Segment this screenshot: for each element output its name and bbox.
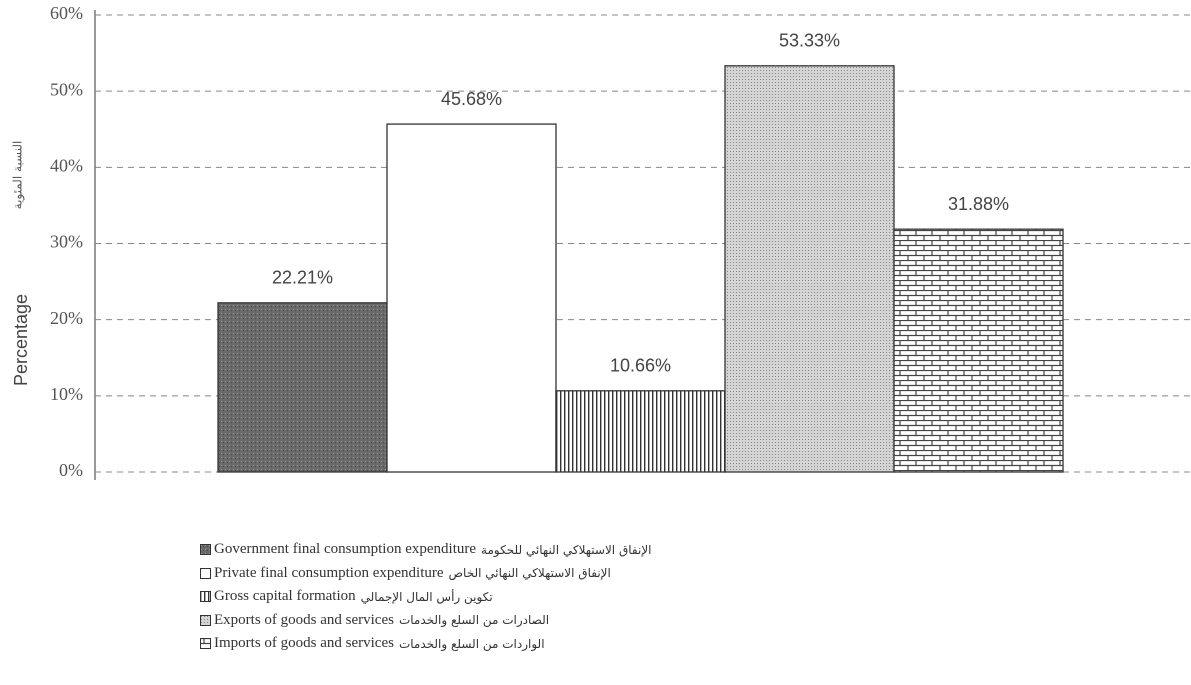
y-tick-label: 20%	[50, 308, 83, 328]
legend-label: Private final consumption expenditure	[214, 564, 444, 581]
y-tick-label: 40%	[50, 155, 83, 175]
legend-label-ar: الواردات من السلع والخدمات	[398, 636, 545, 651]
y-axis-label: Percentage	[11, 294, 31, 386]
legend-swatch-rect	[200, 567, 211, 579]
legend-item: Exports of goods and services الصادرات من…	[200, 609, 652, 633]
value-label: 53.33%	[779, 31, 840, 51]
legend-label-ar: الصادرات من السلع والخدمات	[398, 613, 550, 628]
legend-label-ar: الإنفاق الاستهلاكي النهائي الخاص	[448, 566, 611, 581]
legend-swatch-rect	[200, 544, 211, 556]
y-tick-label: 50%	[50, 79, 83, 99]
y-tick-label: 0%	[59, 460, 83, 480]
legend-swatch	[200, 591, 211, 603]
value-label: 22.21%	[272, 268, 333, 288]
legend-swatch	[200, 614, 211, 626]
value-label: 45.68%	[441, 89, 502, 109]
legend-swatch	[200, 638, 211, 650]
legend-label-ar: الإنفاق الاستهلاكي النهائي للحكومة	[481, 542, 652, 557]
legend-label: Imports of goods and services	[214, 635, 394, 652]
bar	[724, 65, 895, 473]
legend-label: Exports of goods and services	[214, 611, 394, 628]
bar	[217, 302, 388, 473]
value-label: 31.88%	[948, 194, 1009, 214]
y-axis-label-ar: النسبة المئوية	[11, 141, 26, 210]
legend-label: Gross capital formation	[214, 588, 356, 605]
legend-item: Imports of goods and services الواردات من…	[200, 632, 652, 656]
bar	[555, 390, 726, 473]
legend-item: Private final consumption expenditure الإ…	[200, 562, 652, 586]
legend-label: Government final consumption expenditure	[214, 541, 477, 558]
legend-label-ar: تكوين رأس المال الإجمالي	[360, 589, 493, 604]
legend-swatch	[200, 544, 211, 556]
legend-swatch	[200, 567, 211, 579]
y-tick-label: 60%	[50, 3, 83, 23]
legend-swatch-rect	[200, 591, 211, 603]
y-tick-label: 30%	[50, 232, 83, 252]
y-tick-label: 10%	[50, 384, 83, 404]
chart: Percentage النسبة المئوية 0% 10% 20% 30% 40%…	[11, 3, 1191, 480]
legend-item: Government final consumption expenditure…	[200, 538, 652, 562]
bar	[386, 123, 557, 473]
legend-item: Gross capital formation تكوين رأس المال ا…	[200, 585, 652, 609]
legend-swatch-rect	[200, 638, 211, 650]
bar	[893, 228, 1064, 473]
legend-swatch-rect	[200, 614, 211, 626]
legend: Government final consumption expenditure…	[200, 538, 652, 656]
value-label: 10.66%	[610, 356, 671, 376]
